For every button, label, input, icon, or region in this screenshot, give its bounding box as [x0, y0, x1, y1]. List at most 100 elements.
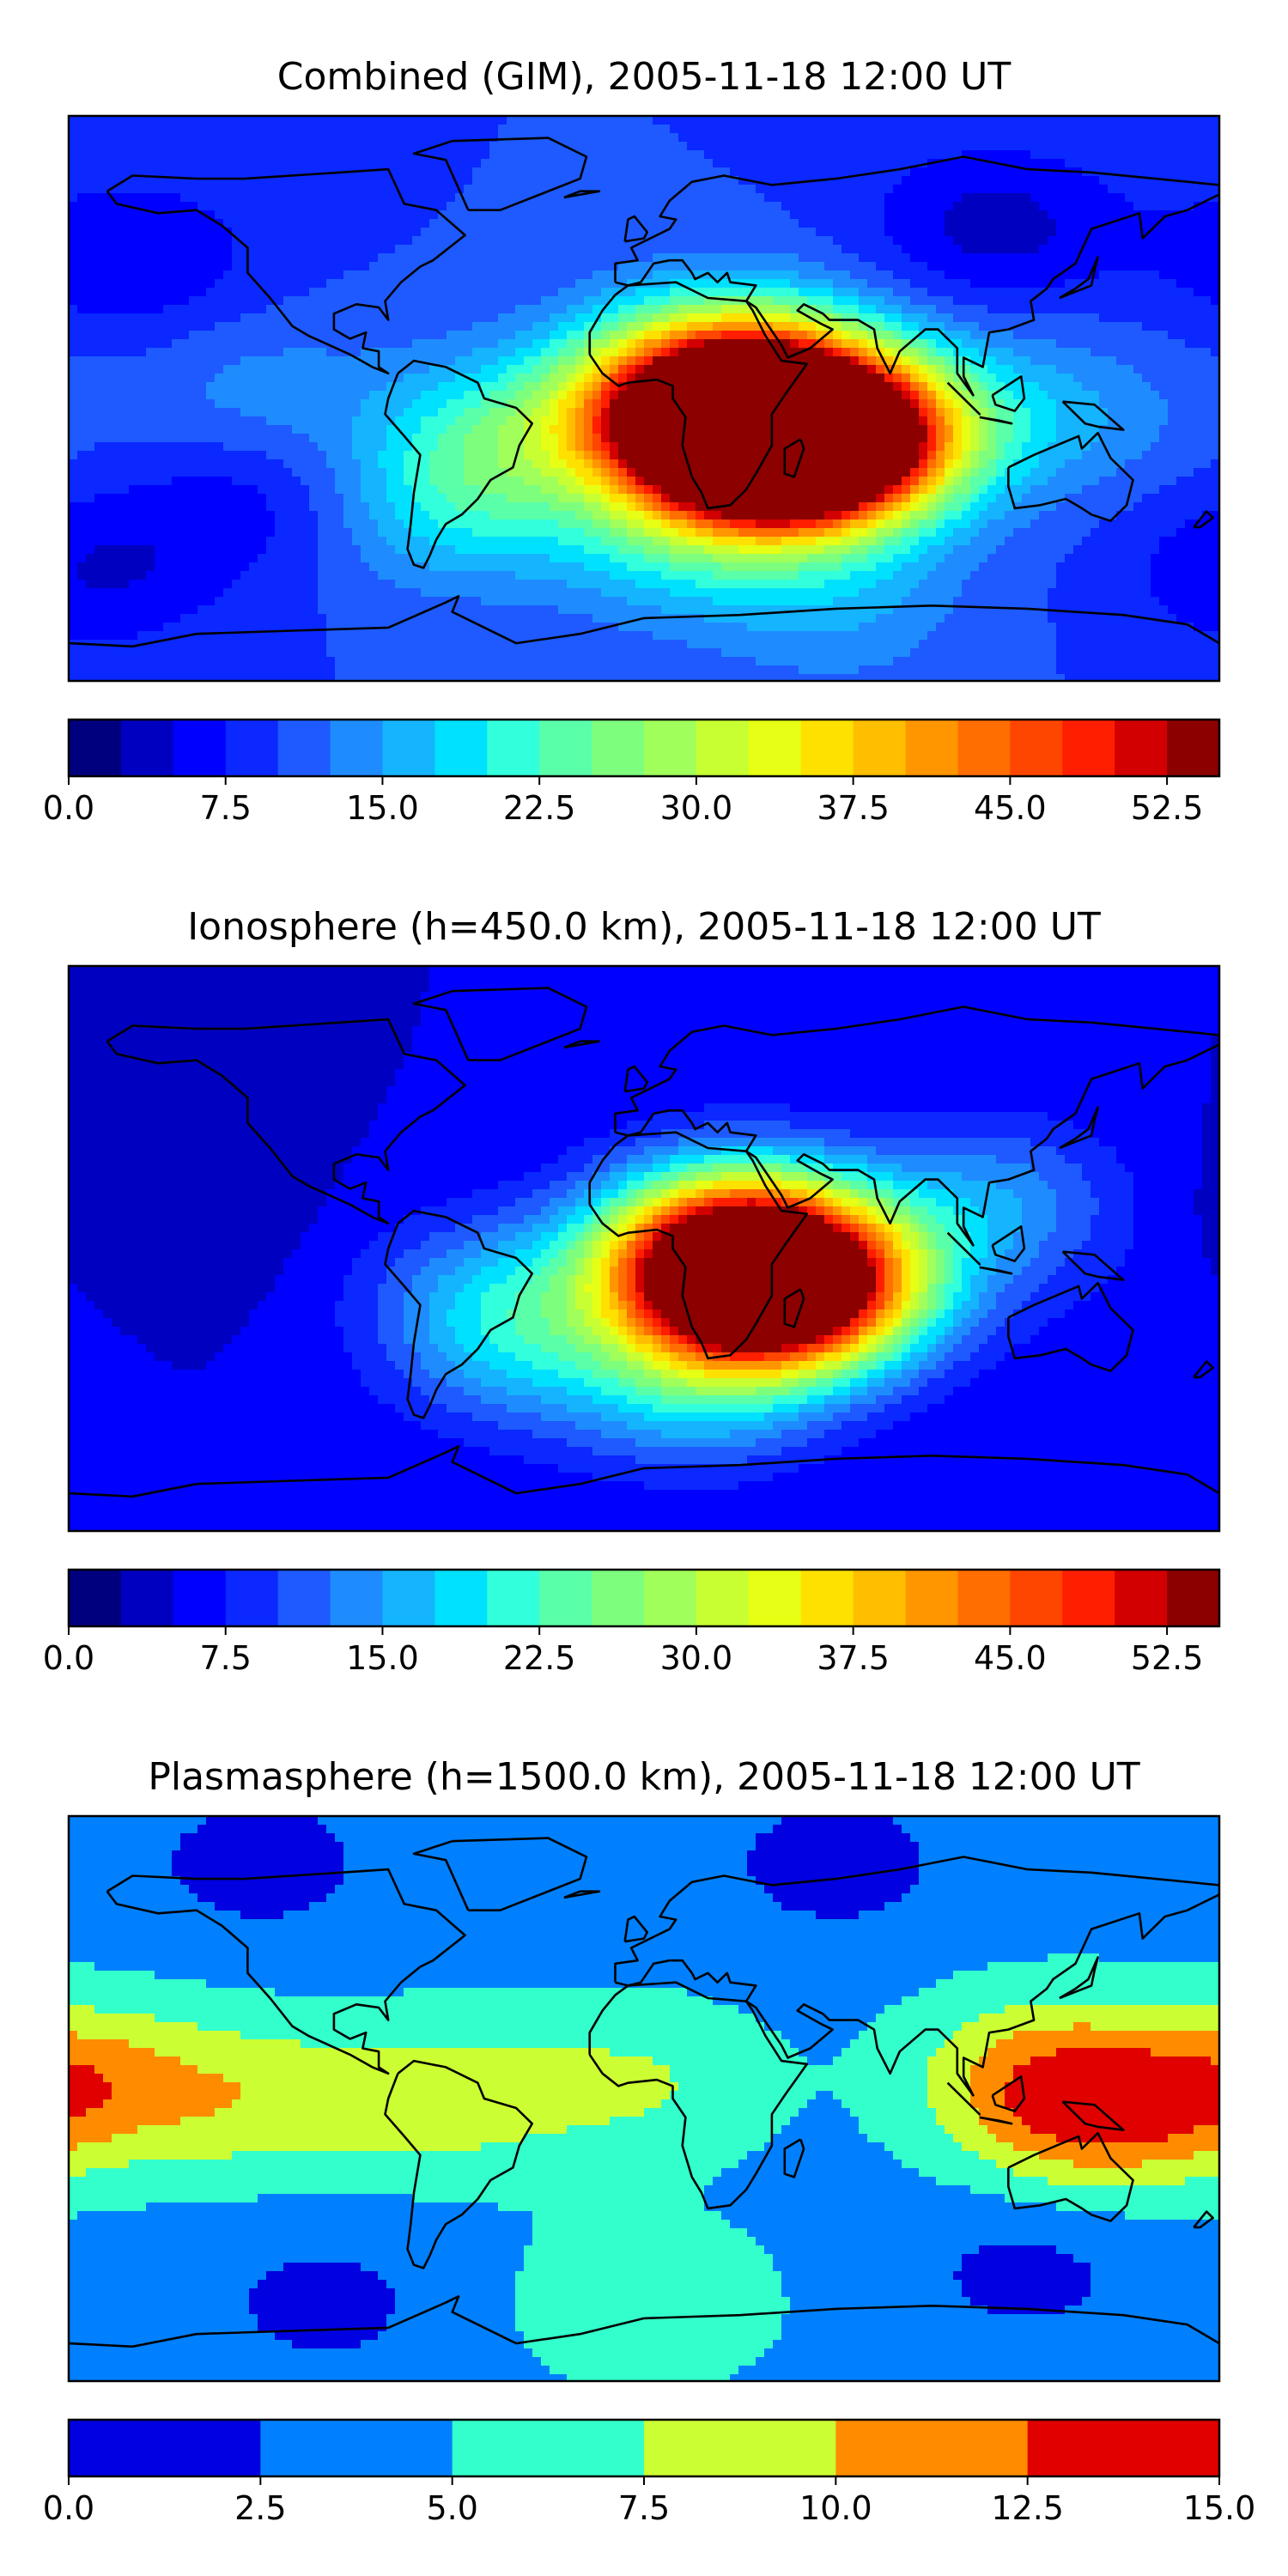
heatmap-cell: [232, 399, 241, 409]
heatmap-cell: [69, 562, 78, 572]
heatmap-cell: [292, 236, 301, 246]
heatmap-cell: [472, 176, 482, 185]
heatmap-cell: [326, 236, 336, 246]
heatmap-cell: [197, 502, 207, 512]
heatmap-cell: [172, 305, 181, 314]
heatmap-cell: [601, 167, 611, 177]
heatmap-cell: [704, 193, 714, 203]
heatmap-cell: [155, 494, 164, 503]
heatmap-cell: [592, 657, 602, 666]
heatmap-cell: [481, 425, 490, 434]
heatmap-cell: [421, 614, 430, 623]
heatmap-cell: [421, 485, 430, 495]
heatmap-cell: [472, 296, 482, 306]
heatmap-cell: [112, 468, 121, 477]
heatmap-cell: [378, 167, 387, 177]
heatmap-cell: [627, 262, 636, 271]
heatmap-cell: [189, 210, 198, 220]
heatmap-cell: [489, 382, 499, 392]
heatmap-cell: [369, 451, 379, 460]
heatmap-cell: [318, 322, 327, 331]
heatmap-cell: [232, 296, 241, 306]
heatmap-cell: [412, 571, 422, 580]
heatmap-cell: [112, 210, 121, 220]
heatmap-cell: [103, 494, 112, 503]
heatmap-cell: [137, 537, 147, 546]
heatmap-cell: [275, 408, 284, 417]
heatmap-cell: [137, 502, 147, 512]
heatmap-cell: [644, 382, 653, 392]
heatmap-cell: [283, 477, 293, 486]
heatmap-cell: [532, 270, 542, 280]
heatmap-cell: [352, 485, 361, 495]
heatmap-cell: [438, 502, 447, 512]
heatmap-cell: [326, 296, 336, 306]
heatmap-cell: [644, 202, 653, 211]
heatmap-cell: [249, 640, 258, 649]
heatmap-cell: [627, 339, 636, 349]
heatmap-cell: [421, 193, 430, 203]
heatmap-cell: [447, 399, 456, 409]
heatmap-cell: [532, 142, 542, 151]
heatmap-cell: [687, 554, 696, 563]
heatmap-cell: [704, 313, 714, 323]
heatmap-cell: [180, 519, 190, 529]
heatmap-cell: [635, 562, 645, 572]
heatmap-cell: [215, 665, 224, 675]
heatmap-cell: [283, 262, 293, 271]
heatmap-cell: [601, 339, 611, 349]
heatmap-cell: [455, 348, 465, 357]
heatmap-cell: [438, 116, 447, 125]
heatmap-cell: [429, 580, 439, 589]
heatmap-cell: [507, 399, 516, 409]
heatmap-cell: [584, 365, 593, 374]
heatmap-cell: [713, 185, 722, 194]
heatmap-cell: [240, 339, 250, 349]
heatmap-cell: [421, 519, 430, 529]
heatmap-cell: [644, 416, 653, 426]
heatmap-cell: [240, 228, 250, 237]
heatmap-cell: [77, 159, 87, 168]
heatmap-cell: [541, 391, 550, 400]
heatmap-cell: [249, 365, 258, 374]
heatmap-cell: [386, 228, 396, 237]
heatmap-cell: [464, 288, 473, 297]
heatmap-cell: [301, 133, 310, 143]
heatmap-cell: [592, 468, 602, 477]
heatmap-cell: [558, 391, 568, 400]
heatmap-cell: [180, 588, 190, 598]
heatmap-cell: [635, 159, 645, 168]
heatmap-cell: [309, 305, 319, 314]
heatmap-cell: [550, 348, 559, 357]
heatmap-cell: [301, 331, 310, 340]
heatmap-cell: [550, 674, 559, 681]
heatmap-cell: [515, 614, 525, 623]
heatmap-cell: [129, 597, 138, 606]
heatmap-cell: [584, 305, 593, 314]
heatmap-cell: [112, 245, 121, 254]
heatmap-cell: [137, 528, 147, 538]
heatmap-cell: [395, 623, 404, 632]
heatmap-cell: [489, 571, 499, 580]
heatmap-cell: [644, 494, 653, 503]
heatmap-cell: [550, 210, 559, 220]
heatmap-cell: [653, 408, 662, 417]
heatmap-cell: [240, 665, 250, 675]
heatmap-cell: [215, 305, 224, 314]
heatmap-cell: [361, 674, 370, 681]
heatmap-cell: [352, 219, 361, 228]
heatmap-cell: [258, 494, 267, 503]
heatmap-cell: [103, 537, 112, 546]
heatmap-cell: [696, 331, 705, 340]
heatmap-cell: [584, 374, 593, 383]
heatmap-cell: [223, 597, 233, 606]
heatmap-cell: [687, 339, 696, 349]
heatmap-cell: [575, 665, 585, 675]
heatmap-cell: [575, 562, 585, 572]
heatmap-cell: [369, 193, 379, 203]
heatmap-cell: [429, 614, 439, 623]
heatmap-cell: [94, 451, 104, 460]
heatmap-cell: [129, 167, 138, 177]
heatmap-cell: [661, 674, 671, 681]
heatmap-cell: [137, 210, 147, 220]
